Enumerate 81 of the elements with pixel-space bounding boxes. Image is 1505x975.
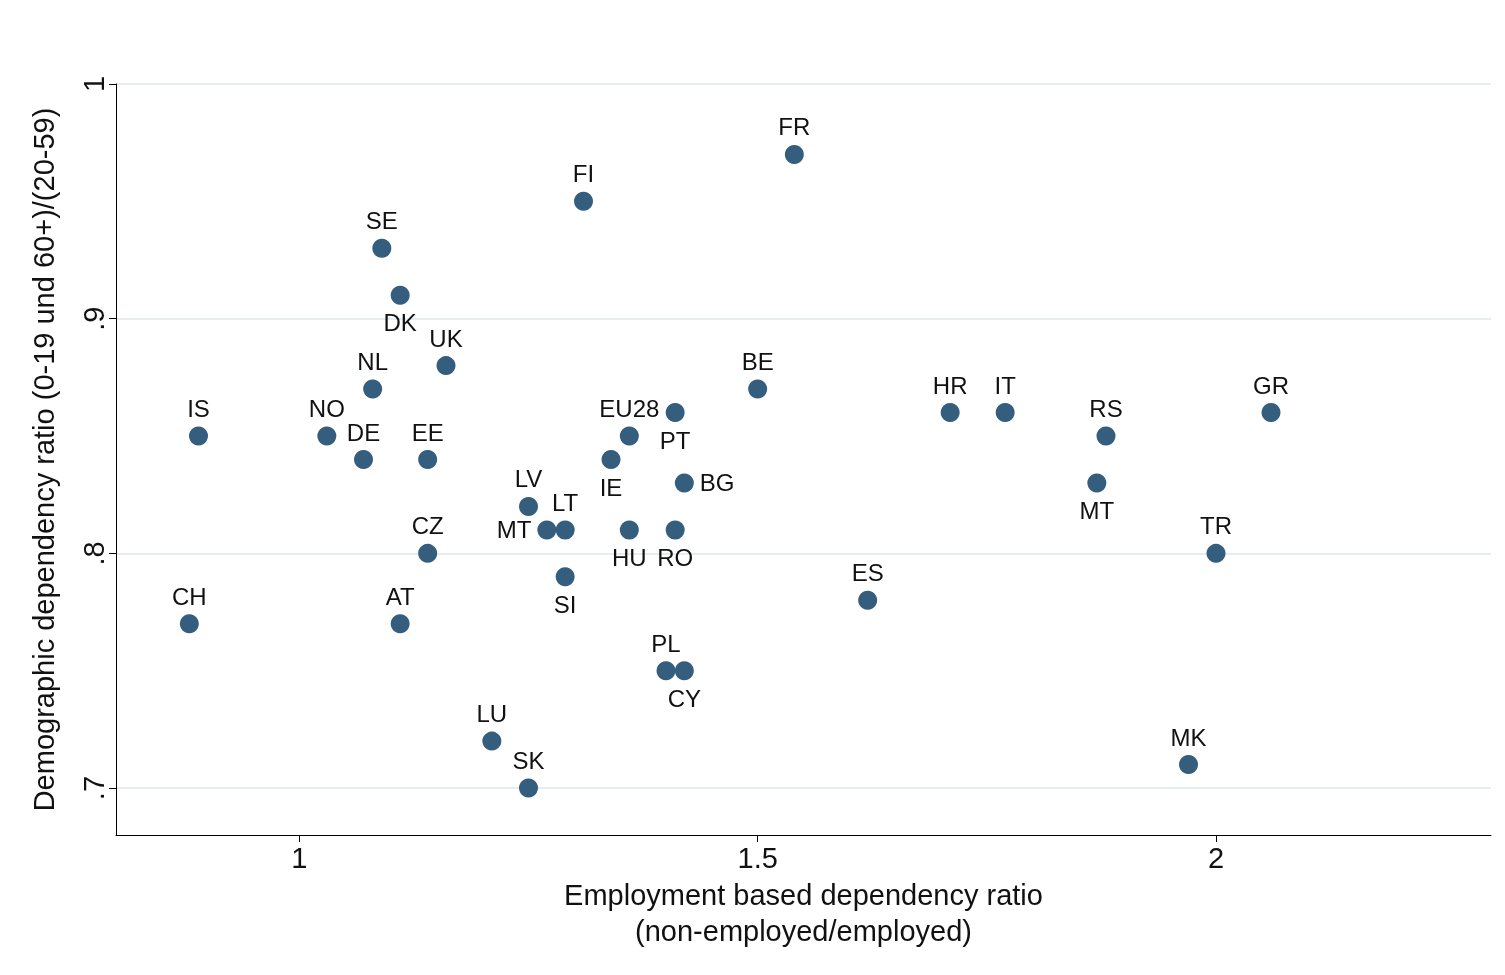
point <box>619 426 639 446</box>
point <box>555 567 575 587</box>
point <box>665 403 685 423</box>
annotation: LU <box>476 700 508 728</box>
annotation: RO <box>657 543 694 571</box>
annotation: BG <box>699 469 735 497</box>
annotation: EU28 <box>599 395 660 423</box>
point <box>482 731 502 751</box>
annotation: PT <box>659 426 691 454</box>
point <box>1096 426 1116 446</box>
annotation: HR <box>932 371 968 399</box>
y-axis-title: Demographic dependency ratio (0-19 und 60+)/(20-59) <box>27 107 60 812</box>
point <box>179 614 199 634</box>
annotation: AT <box>385 582 415 610</box>
point <box>418 450 438 469</box>
annotation: UK <box>429 324 463 352</box>
annotation: IS <box>187 395 210 423</box>
annotation: IE <box>599 473 623 501</box>
point <box>372 238 392 258</box>
point <box>784 144 804 164</box>
annotation: CY <box>667 684 702 712</box>
annotation: PL <box>651 629 681 657</box>
annotation: NL <box>357 348 389 376</box>
annotation: ES <box>851 559 884 587</box>
point <box>363 379 383 399</box>
annotation: RS <box>1089 395 1123 423</box>
point <box>574 191 593 211</box>
annotation: TR <box>1200 512 1232 540</box>
annotation: DK <box>383 309 417 337</box>
point <box>1206 543 1226 563</box>
annotation: GR <box>1253 371 1289 399</box>
x-tick-label: 1 <box>291 841 308 874</box>
point <box>555 520 575 540</box>
point <box>1261 403 1281 423</box>
annotation: BE <box>741 348 774 376</box>
y-tick-label: .8 <box>77 541 110 566</box>
x-tick-label: 1.5 <box>737 841 778 874</box>
x-tick-label: 2 <box>1207 841 1225 874</box>
point <box>995 403 1015 423</box>
annotation: DE <box>346 418 381 446</box>
annotation: EE <box>411 418 444 446</box>
y-tick-label: 1 <box>77 75 110 93</box>
point <box>436 356 456 376</box>
annotation: LV <box>514 465 543 493</box>
point <box>619 520 639 540</box>
annotation: SE <box>365 207 398 235</box>
point <box>390 285 410 305</box>
annotation: FI <box>572 160 595 188</box>
point <box>354 450 373 469</box>
point <box>519 778 538 798</box>
annotation: LT <box>552 488 579 516</box>
annotation: HU <box>612 543 647 571</box>
point <box>189 426 208 446</box>
y-tick-label: .7 <box>77 775 110 801</box>
point <box>748 379 768 399</box>
point <box>519 496 538 516</box>
point <box>418 543 438 563</box>
point <box>674 661 694 681</box>
annotation: CZ <box>411 512 444 540</box>
point <box>601 450 621 469</box>
x-axis-title: Employment based dependency ratio (non-employed/employed) <box>564 878 1043 947</box>
annotation: SI <box>553 590 577 618</box>
point <box>858 590 878 610</box>
point <box>390 614 410 634</box>
point <box>674 473 694 493</box>
annotation: SK <box>512 747 545 775</box>
point <box>1179 755 1198 775</box>
point <box>656 661 676 681</box>
point <box>940 403 960 423</box>
annotation: MT <box>1079 496 1115 524</box>
point <box>317 426 337 446</box>
annotation: CH <box>172 582 207 610</box>
point <box>665 520 685 540</box>
point <box>537 520 557 540</box>
y-tick-label: .9 <box>77 306 110 331</box>
point <box>1087 473 1107 493</box>
annotation: NO <box>308 395 345 423</box>
annotation: MK <box>1170 723 1207 751</box>
annotation: FR <box>778 113 811 141</box>
annotation: IT <box>994 371 1017 399</box>
annotation: MT <box>496 516 532 544</box>
